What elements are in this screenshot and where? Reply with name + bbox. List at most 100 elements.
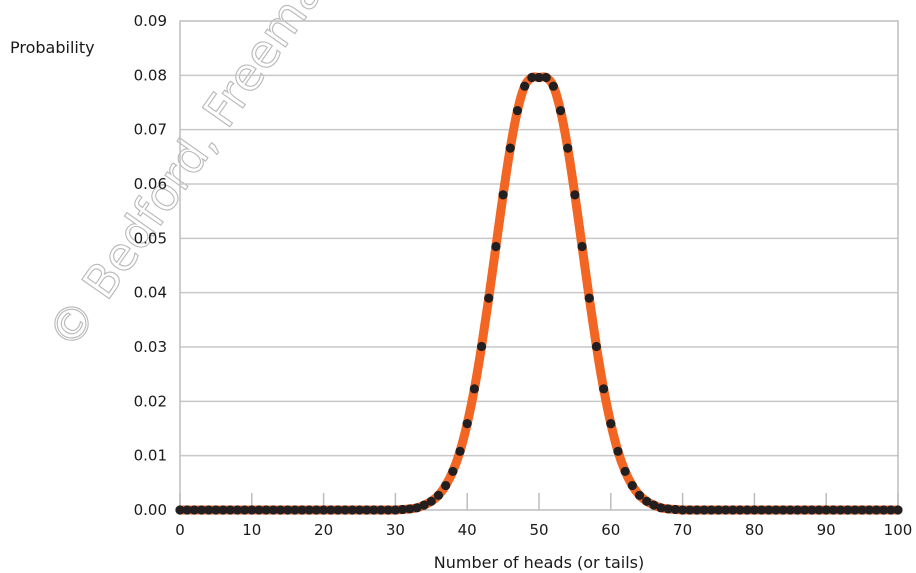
data-point xyxy=(347,505,357,515)
y-tick-label: 0.05 xyxy=(134,229,167,247)
data-point xyxy=(211,505,221,515)
x-tick-label: 0 xyxy=(175,521,185,539)
plot-frame xyxy=(179,20,899,511)
data-point xyxy=(835,505,846,515)
data-point xyxy=(426,496,436,506)
data-point xyxy=(254,505,264,515)
y-tick-label: 0.01 xyxy=(134,447,167,465)
data-point xyxy=(785,505,795,515)
y-tick-label: 0.03 xyxy=(134,338,167,356)
data-point xyxy=(419,500,429,510)
data-point xyxy=(333,505,343,515)
data-point xyxy=(290,505,300,515)
x-tick-label: 80 xyxy=(745,521,764,539)
x-tick-label: 40 xyxy=(458,521,477,539)
data-point xyxy=(663,504,673,514)
data-point xyxy=(764,505,774,515)
data-point xyxy=(383,505,393,515)
data-point xyxy=(512,106,523,116)
data-point xyxy=(182,505,192,515)
data-point xyxy=(455,446,465,456)
data-point xyxy=(304,505,314,515)
y-axis-title: Probability xyxy=(10,38,95,57)
y-tick-label: 0.00 xyxy=(134,501,167,519)
data-point xyxy=(484,293,494,303)
data-point xyxy=(656,503,666,513)
data-point xyxy=(476,341,487,352)
data-point xyxy=(864,505,874,515)
y-tick-label: 0.07 xyxy=(134,121,167,139)
data-point xyxy=(728,505,738,515)
data-point xyxy=(541,72,551,83)
y-tick-label: 0.08 xyxy=(134,66,167,84)
data-point xyxy=(268,505,278,515)
data-point xyxy=(354,505,365,515)
data-point xyxy=(570,190,580,200)
data-point xyxy=(879,505,889,515)
data-point xyxy=(283,505,293,515)
data-point xyxy=(613,446,623,456)
data-point xyxy=(462,419,472,429)
data-point xyxy=(599,384,609,394)
data-point xyxy=(247,505,257,515)
data-point xyxy=(814,505,824,515)
data-point xyxy=(297,505,307,515)
data-point xyxy=(692,505,702,515)
data-point xyxy=(634,490,645,500)
data-point xyxy=(843,505,853,515)
data-point xyxy=(735,505,745,515)
data-point xyxy=(771,505,781,515)
data-point xyxy=(505,143,515,153)
data-point xyxy=(534,72,544,83)
data-point xyxy=(749,505,760,515)
data-point xyxy=(584,293,594,303)
y-tick-label: 0.04 xyxy=(134,284,167,302)
data-point xyxy=(469,384,479,394)
data-point xyxy=(591,341,602,352)
data-point xyxy=(685,505,695,515)
data-point xyxy=(340,505,350,515)
y-tick-label: 0.09 xyxy=(134,12,167,30)
data-point xyxy=(189,505,199,515)
probability-curve xyxy=(175,72,903,515)
x-axis: 0 10 20 30 40 50 60 70 80 90 100 xyxy=(175,493,912,539)
data-point xyxy=(620,466,630,477)
data-point xyxy=(563,143,573,153)
data-point xyxy=(369,505,379,515)
y-tick-label: 0.02 xyxy=(134,392,167,410)
x-tick-label: 100 xyxy=(884,521,913,539)
data-point xyxy=(828,505,838,515)
x-tick-label: 30 xyxy=(386,521,405,539)
data-point xyxy=(893,505,903,515)
data-point xyxy=(548,81,558,91)
data-point xyxy=(311,505,322,515)
data-point xyxy=(520,81,530,91)
data-point xyxy=(196,505,207,515)
data-point xyxy=(807,505,817,515)
data-point xyxy=(850,505,860,515)
x-tick-label: 90 xyxy=(817,521,836,539)
data-point xyxy=(627,480,637,491)
data-point xyxy=(498,190,508,200)
data-point xyxy=(577,241,587,252)
data-point xyxy=(721,505,731,515)
x-tick-label: 60 xyxy=(601,521,620,539)
data-point xyxy=(261,505,271,515)
data-point xyxy=(670,504,681,515)
data-point xyxy=(857,505,867,515)
data-point xyxy=(527,72,537,83)
data-point xyxy=(871,505,882,515)
data-point xyxy=(555,106,566,116)
data-point xyxy=(742,505,752,515)
data-point xyxy=(390,505,400,515)
data-point xyxy=(362,505,372,515)
x-tick-label: 10 xyxy=(242,521,261,539)
data-point xyxy=(433,490,444,500)
data-point xyxy=(275,505,286,515)
watermark-text: © Bedford, Freeman & Worth xyxy=(37,0,467,358)
gridlines xyxy=(180,74,898,457)
data-point xyxy=(175,505,185,515)
data-point xyxy=(706,505,716,515)
x-tick-label: 70 xyxy=(673,521,692,539)
